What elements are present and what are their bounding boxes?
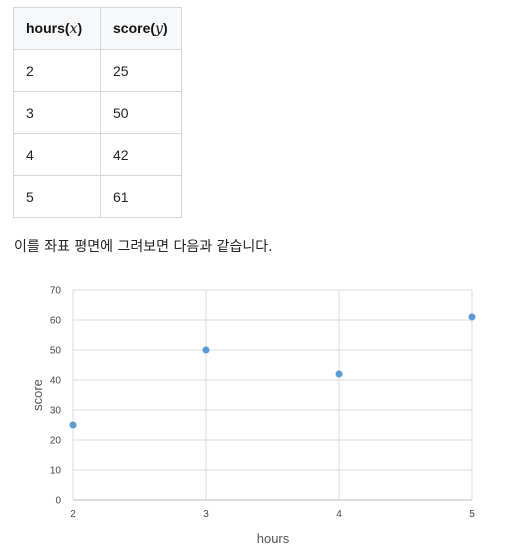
y-tick-label: 50 (50, 346, 62, 357)
data-point (335, 370, 343, 378)
cell-hours: 3 (13, 91, 101, 134)
x-tick-label: 4 (336, 509, 342, 520)
caption-text: 이를 좌표 평면에 그려보면 다음과 같습니다. (14, 239, 273, 255)
y-tick-label: 10 (50, 466, 62, 477)
column-header-hours-label: hours (26, 20, 65, 36)
grid (72, 289, 473, 501)
data-point (202, 346, 210, 354)
cell-score: 42 (100, 133, 182, 176)
y-tick-label: 30 (50, 406, 62, 417)
cell-score: 61 (100, 175, 182, 218)
cell-hours: 4 (13, 133, 101, 176)
x-tick-label: 5 (469, 509, 475, 520)
data-point (468, 313, 476, 321)
variable-y: y (155, 21, 163, 37)
scatter-chart: 0 10 20 30 40 50 60 70 2 3 4 5 hours score (30, 286, 476, 546)
table-header-row: hours(x) score(y) (13, 7, 182, 50)
axes: 0 10 20 30 40 50 60 70 2 3 4 5 (50, 286, 475, 521)
cell-score: 25 (100, 49, 182, 92)
cell-hours: 2 (13, 49, 101, 92)
x-tick-label: 3 (203, 509, 209, 520)
x-tick-label: 2 (70, 509, 76, 520)
cell-score: 50 (100, 91, 182, 134)
y-tick-label: 0 (55, 496, 61, 507)
data-points (69, 313, 476, 429)
column-header-hours: hours(x) (13, 7, 101, 50)
y-axis-label: score (30, 379, 45, 411)
column-header-score: score(y) (100, 7, 182, 50)
table-row: 3 50 (13, 91, 182, 134)
table-row: 4 42 (13, 133, 182, 176)
table-row: 5 61 (13, 175, 182, 218)
y-tick-label: 70 (50, 286, 62, 297)
x-axis-label: hours (257, 531, 290, 546)
data-point (69, 421, 77, 429)
table-row: 2 25 (13, 49, 182, 92)
data-table: hours(x) score(y) 2 25 3 50 4 42 5 61 (13, 7, 182, 218)
y-tick-label: 20 (50, 436, 62, 447)
cell-hours: 5 (13, 175, 101, 218)
variable-x: x (69, 21, 78, 37)
column-header-score-label: score (113, 20, 151, 36)
y-tick-label: 40 (50, 376, 62, 387)
y-tick-label: 60 (50, 316, 62, 327)
